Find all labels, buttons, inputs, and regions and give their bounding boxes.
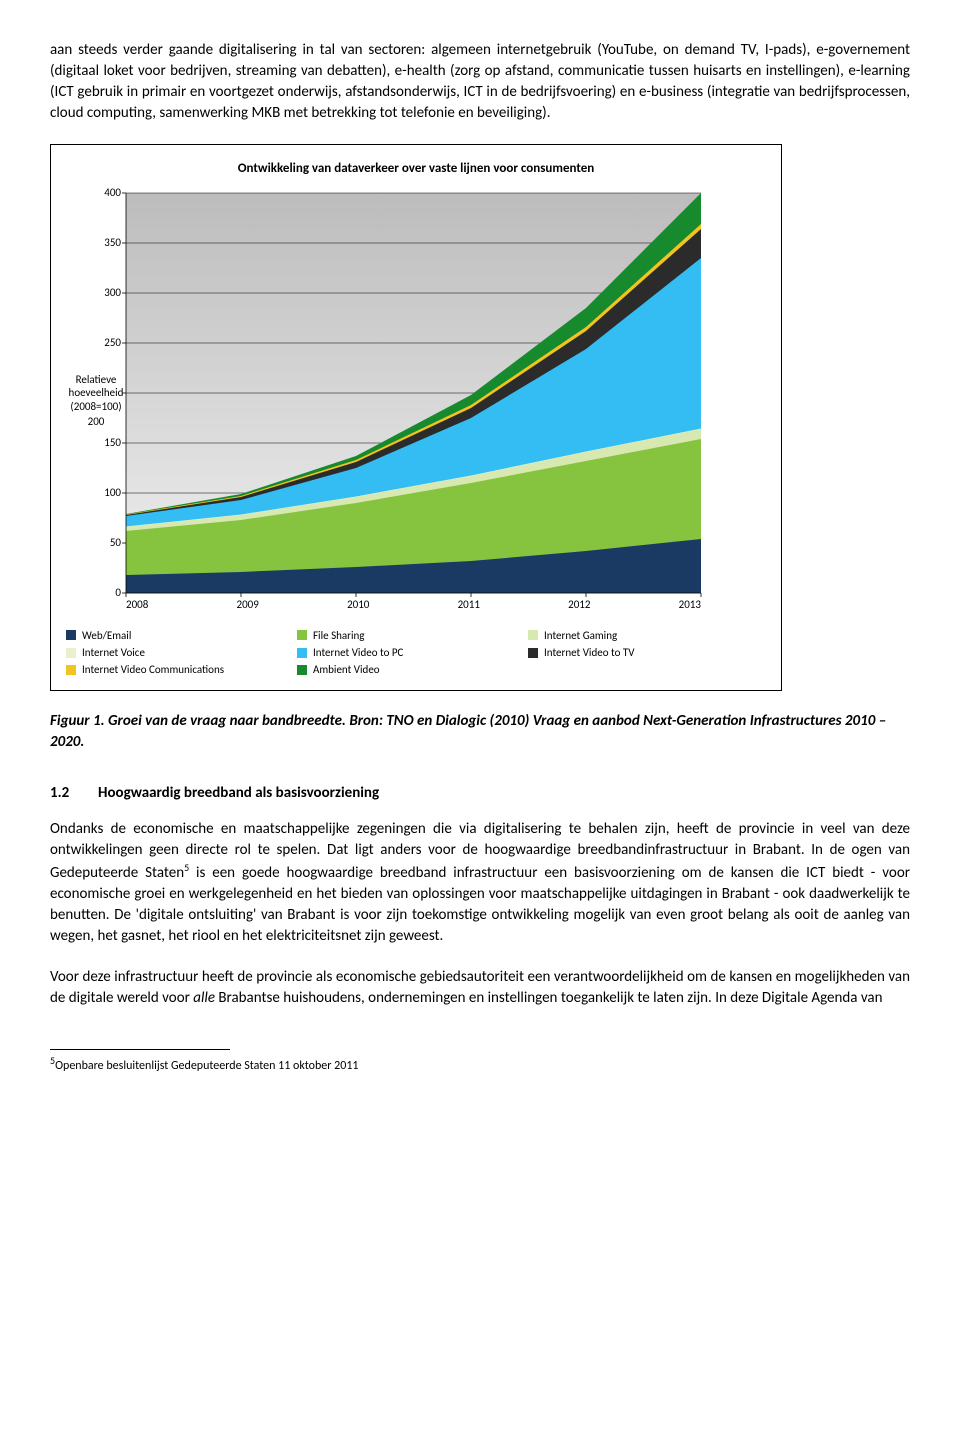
x-tick: 2013 [679, 597, 701, 612]
x-ticks: 2008 2009 2010 2011 2012 2013 [126, 597, 701, 612]
figure-caption: Figuur 1. Groei van de vraag naar bandbr… [50, 711, 910, 753]
section-heading: 1.2 Hoogwaardig breedband als basisvoorz… [50, 783, 910, 804]
footnote-separator [50, 1049, 230, 1050]
legend-label: Ambient Video [313, 662, 380, 677]
legend-label: Web/Email [82, 628, 131, 643]
legend-item: Ambient Video [297, 662, 528, 677]
legend-label: Internet Voice [82, 645, 145, 660]
legend-swatch [528, 648, 538, 658]
legend-label: Internet Video to TV [544, 645, 634, 660]
legend-item: Internet Video to PC [297, 645, 528, 660]
body-paragraph-1: Ondanks de economische en maatschappelij… [50, 819, 910, 947]
legend-swatch [297, 630, 307, 640]
x-tick: 2008 [126, 597, 148, 612]
legend-item: Internet Voice [66, 645, 297, 660]
intro-paragraph: aan steeds verder gaande digitalisering … [50, 40, 910, 124]
legend-label: File Sharing [313, 628, 364, 643]
legend-label: Internet Video to PC [313, 645, 403, 660]
legend-swatch [297, 665, 307, 675]
legend-swatch [66, 648, 76, 658]
x-tick: 2009 [237, 597, 259, 612]
body-paragraph-2: Voor deze infrastructuur heeft de provin… [50, 967, 910, 1009]
legend-swatch [297, 648, 307, 658]
x-tick: 2010 [347, 597, 369, 612]
chart-container: Ontwikkeling van dataverkeer over vaste … [50, 144, 782, 691]
legend-item: Web/Email [66, 628, 297, 643]
x-tick: 2011 [458, 597, 480, 612]
footnote: 5Openbare besluitenlijst Gedeputeerde St… [50, 1054, 910, 1075]
x-tick: 2012 [568, 597, 590, 612]
section-title: Hoogwaardig breedband als basisvoorzieni… [98, 783, 379, 804]
chart-body: Relatieve hoeveelheid (2008=100) 200 050… [66, 193, 766, 612]
legend-swatch [66, 665, 76, 675]
plot-area [126, 193, 701, 593]
legend-item: File Sharing [297, 628, 528, 643]
legend-swatch [528, 630, 538, 640]
legend-item: Internet Gaming [528, 628, 759, 643]
legend-label: Internet Gaming [544, 628, 617, 643]
legend: Web/Email File Sharing Internet Gaming Inte… [66, 628, 766, 680]
section-number: 1.2 [50, 783, 98, 804]
chart-title: Ontwikkeling van dataverkeer over vaste … [66, 160, 766, 178]
y-ticks: 050100150250300350400 [96, 193, 121, 593]
legend-item: Internet Video Communications [66, 662, 297, 677]
legend-item: Internet Video to TV [528, 645, 759, 660]
legend-label: Internet Video Communications [82, 662, 224, 677]
legend-swatch [66, 630, 76, 640]
